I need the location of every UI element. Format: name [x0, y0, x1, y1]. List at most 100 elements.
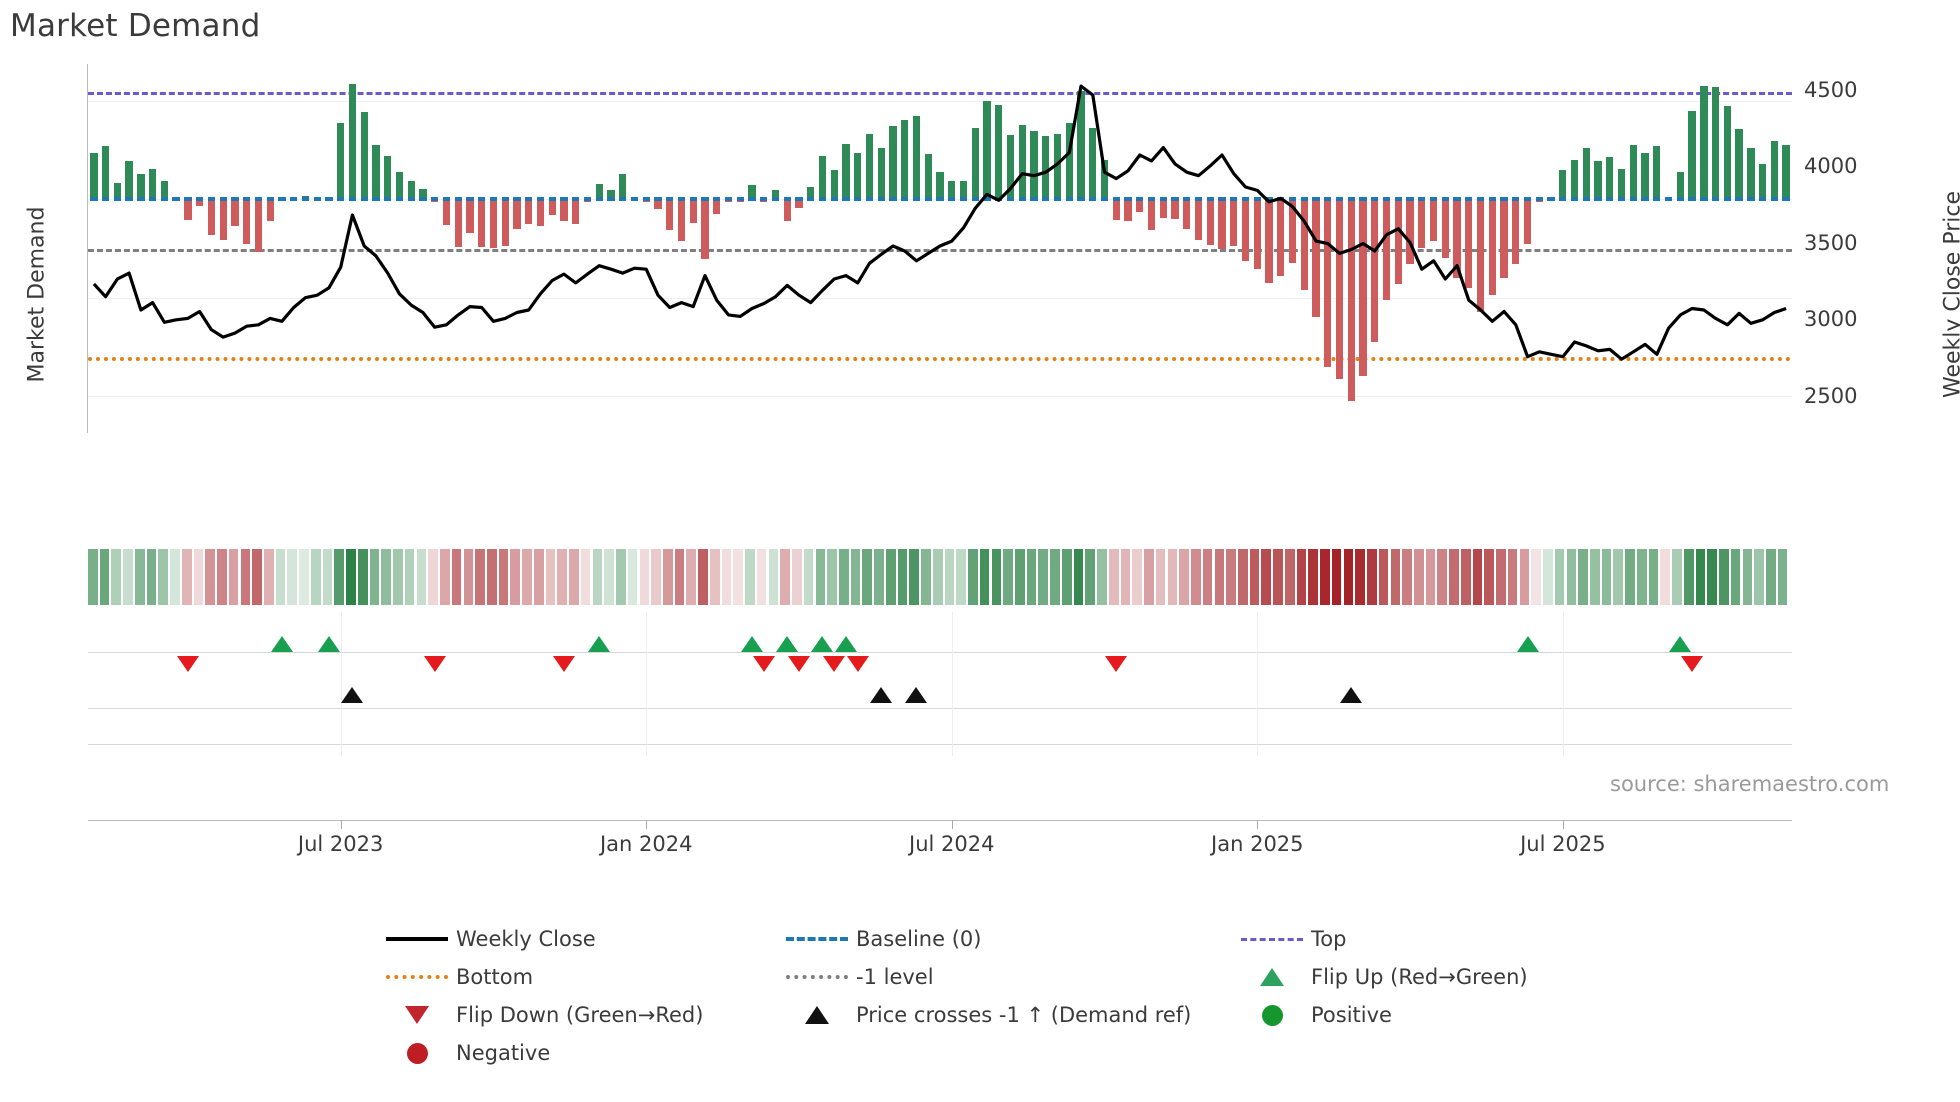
heat-cell — [1355, 549, 1365, 605]
demand-bar — [348, 84, 357, 200]
legend-item[interactable]: Baseline (0) — [778, 926, 1233, 952]
baseline-tick — [360, 197, 368, 202]
heat-cell — [1331, 549, 1342, 605]
heat-cell — [1144, 549, 1154, 605]
legend-item[interactable]: Flip Down (Green→Red) — [378, 1002, 778, 1028]
heat-cell — [1167, 549, 1178, 605]
baseline-tick — [1394, 197, 1402, 202]
baseline-tick — [1347, 197, 1355, 202]
baseline-tick — [137, 197, 145, 202]
demand-bar — [1418, 199, 1426, 249]
baseline-tick — [1535, 197, 1543, 202]
heat-cell — [1519, 549, 1530, 605]
baseline-tick — [924, 197, 932, 202]
baseline-tick — [1288, 197, 1297, 202]
dot-green-glyph — [1261, 1004, 1283, 1026]
baseline-tick — [254, 197, 263, 202]
baseline-tick — [1006, 197, 1015, 202]
legend-item[interactable]: -1 level — [778, 964, 1233, 990]
baseline-tick — [1617, 197, 1626, 202]
baseline-tick — [1324, 197, 1332, 202]
heat-cell — [1261, 549, 1272, 605]
legend-item[interactable]: Negative — [378, 1040, 778, 1066]
demand-bar — [1500, 199, 1508, 279]
heat-cell — [1120, 549, 1131, 605]
heat-cell — [264, 549, 274, 605]
baseline-tick — [431, 197, 439, 202]
demand-bar — [1100, 159, 1109, 200]
legend-item[interactable]: Price crosses -1 ↑ (Demand ref) — [778, 1002, 1233, 1028]
demand-bar — [207, 199, 216, 235]
demand-bar — [1758, 163, 1767, 200]
baseline-tick — [572, 197, 580, 202]
marker-panel — [88, 612, 1792, 756]
heat-cell — [1061, 549, 1072, 605]
baseline-tick — [184, 197, 192, 202]
baseline-tick — [666, 197, 674, 202]
demand-bar — [948, 180, 956, 200]
demand-bar — [1429, 199, 1438, 242]
demand-bar — [1606, 157, 1614, 200]
demand-bar — [666, 199, 674, 230]
baseline-tick — [160, 197, 169, 202]
baseline-tick — [642, 197, 650, 202]
demand-bar — [654, 199, 662, 210]
demand-bar — [936, 172, 944, 200]
baseline-tick — [959, 197, 968, 202]
heat-cell — [803, 549, 814, 605]
demand-bar — [1265, 199, 1273, 283]
triangle-up-green-glyph — [1260, 968, 1284, 986]
demand-bar — [865, 134, 874, 200]
legend-item[interactable]: Bottom — [378, 964, 778, 990]
heat-cell — [1284, 549, 1295, 605]
dot-red-glyph — [406, 1042, 428, 1064]
baseline-tick — [901, 197, 909, 202]
heat-cell — [1132, 549, 1142, 605]
baseline-tick — [842, 197, 850, 202]
baseline-tick — [407, 197, 415, 202]
line-dotted-gray-icon — [778, 964, 856, 990]
flip-down-marker — [423, 656, 446, 672]
legend-label: Negative — [456, 1041, 551, 1065]
demand-bar — [1065, 123, 1073, 200]
demand-bar — [807, 186, 815, 200]
demand-bar — [1159, 199, 1167, 218]
marker-row-axis — [88, 708, 1792, 709]
heat-cell — [1543, 549, 1553, 605]
baseline-tick — [936, 197, 944, 202]
demand-bar — [1476, 199, 1485, 313]
baseline-tick — [1782, 197, 1790, 202]
baseline-tick — [760, 197, 768, 202]
demand-bar — [419, 189, 427, 200]
demand-bar — [677, 199, 686, 242]
baseline-tick — [454, 197, 462, 202]
heat-cell — [416, 549, 427, 605]
demand-bar — [924, 154, 932, 200]
flip-up-marker — [811, 636, 834, 652]
baseline-tick — [689, 197, 697, 202]
heat-cell — [287, 549, 298, 605]
legend-item[interactable]: Weekly Close — [378, 926, 778, 952]
demand-bar — [1006, 135, 1015, 200]
heat-cell — [1484, 549, 1495, 605]
heat-cell — [1730, 549, 1741, 605]
baseline-tick — [219, 197, 227, 202]
flip-down-marker — [552, 656, 575, 672]
legend-item[interactable]: Top — [1233, 926, 1613, 952]
baseline-tick — [1629, 197, 1637, 202]
demand-bar — [783, 199, 791, 222]
x-axis-tick — [951, 820, 953, 829]
demand-bar — [101, 146, 110, 200]
flip-down-marker — [1681, 656, 1704, 672]
baseline-tick — [1136, 197, 1144, 202]
heat-cell — [768, 549, 779, 605]
baseline-tick — [1465, 197, 1473, 202]
legend-item[interactable]: Flip Up (Red→Green) — [1233, 964, 1613, 990]
heat-cell — [885, 549, 896, 605]
heat-cell — [862, 549, 873, 605]
heat-cell — [1308, 549, 1318, 605]
legend-item[interactable]: Positive — [1233, 1002, 1613, 1028]
heat-cell — [815, 549, 826, 605]
baseline-tick — [1582, 197, 1590, 202]
price-cross-marker — [905, 687, 928, 703]
